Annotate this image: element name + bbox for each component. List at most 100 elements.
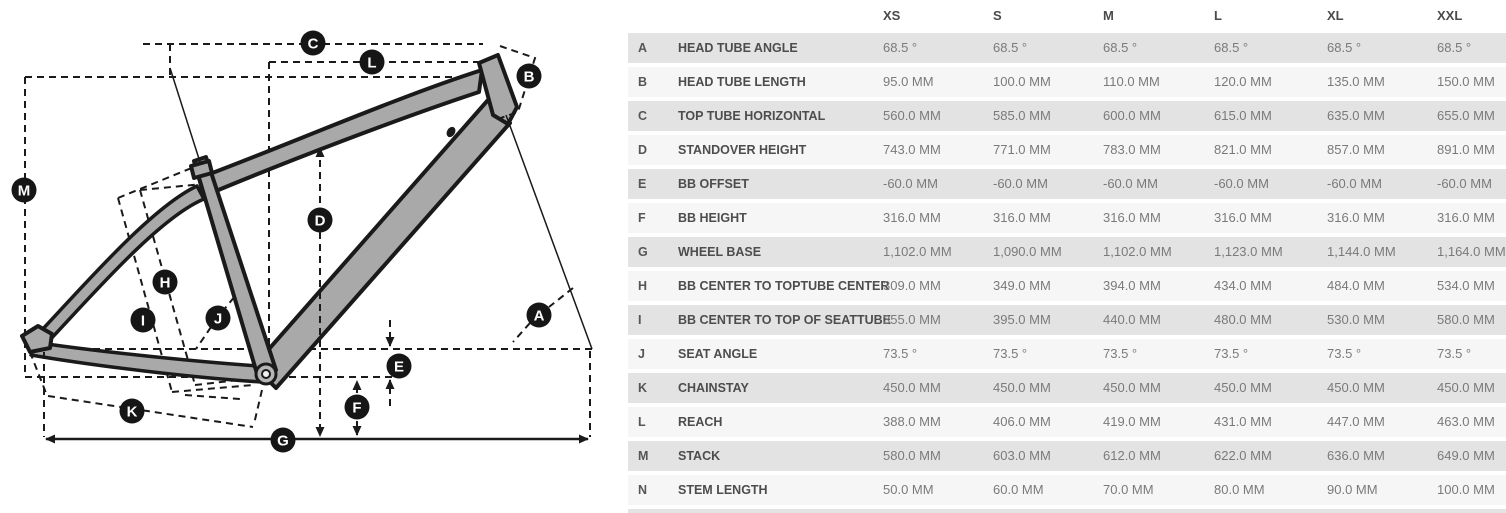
cell-value-xl: 857.0 MM	[1327, 142, 1385, 157]
cell-value-xl: 73.5 °	[1327, 346, 1362, 361]
head-angle-leader	[512, 287, 574, 343]
cell-name: BB OFFSET	[678, 177, 749, 191]
cell-name: BB CENTER TO TOP OF SEATTUBE	[678, 313, 891, 327]
dim-label-i: I	[130, 307, 156, 333]
rear-dropout	[20, 324, 54, 354]
row-band: D STANDOVER HEIGHT 743.0 MM 771.0 MM 783.0 M…	[628, 135, 1506, 165]
cell-value-xxl: 534.0 MM	[1437, 278, 1495, 293]
column-header-m: M	[1103, 8, 1114, 23]
cell-key: I	[638, 313, 642, 327]
cell-value-xl: 636.0 MM	[1327, 448, 1385, 463]
cell-value-m: 68.5 °	[1103, 40, 1138, 55]
cell-value-xs: 560.0 MM	[883, 108, 941, 123]
cell-value-m: 316.0 MM	[1103, 210, 1161, 225]
table-row-m: M STACK 580.0 MM 603.0 MM 612.0 MM 622.0 MM 63…	[628, 441, 1506, 475]
dimension-labels: A B C D E F G H I J K L M	[11, 30, 552, 453]
cell-name: REACH	[678, 415, 723, 429]
column-header-xl: XL	[1327, 8, 1344, 23]
cell-key: F	[638, 211, 646, 225]
cell-name: HEAD TUBE LENGTH	[678, 75, 806, 89]
cell-value-xxl: 649.0 MM	[1437, 448, 1495, 463]
cell-value-l: 73.5 °	[1214, 346, 1249, 361]
cell-value-xl: 484.0 MM	[1327, 278, 1385, 293]
row-band: F BB HEIGHT 316.0 MM 316.0 MM 316.0 MM 316.0 …	[628, 203, 1506, 233]
cell-value-m: 73.5 °	[1103, 346, 1138, 361]
cell-value-l: 1,123.0 MM	[1214, 244, 1283, 259]
cell-key: B	[638, 75, 648, 89]
cell-key: J	[638, 347, 645, 361]
row-band: H BB CENTER TO TOPTUBE CENTER 309.0 MM 349.…	[628, 271, 1506, 301]
cell-value-s: 450.0 MM	[993, 380, 1051, 395]
row-band: L REACH 388.0 MM 406.0 MM 419.0 MM 431.0 MM 44…	[628, 407, 1506, 437]
cell-value-xl: 450.0 MM	[1327, 380, 1385, 395]
svg-text:D: D	[315, 213, 326, 230]
cell-value-xl: 447.0 MM	[1327, 414, 1385, 429]
svg-text:L: L	[367, 55, 376, 72]
cell-value-m: 783.0 MM	[1103, 142, 1161, 157]
cell-value-xs: 450.0 MM	[883, 380, 941, 395]
cell-value-xs: 355.0 MM	[883, 312, 941, 327]
column-header-l: L	[1214, 8, 1222, 23]
cell-key: N	[638, 483, 648, 497]
cell-value-xs: 316.0 MM	[883, 210, 941, 225]
table-row-b: B HEAD TUBE LENGTH 95.0 MM 100.0 MM 110.0 MM…	[628, 67, 1506, 101]
cell-name: BB HEIGHT	[678, 211, 747, 225]
table-header: XS S M L XL XXL	[628, 0, 1506, 33]
cell-key: E	[638, 177, 647, 191]
table-bottom-strip	[628, 509, 1506, 513]
cell-value-s: 406.0 MM	[993, 414, 1051, 429]
cell-key: K	[638, 381, 648, 395]
svg-text:I: I	[141, 313, 145, 330]
table-row-c: C TOP TUBE HORIZONTAL 560.0 MM 585.0 MM 600.…	[628, 101, 1506, 135]
column-header-xxl: XXL	[1437, 8, 1463, 23]
cell-key: H	[638, 279, 648, 293]
dim-label-j: J	[205, 305, 231, 331]
cell-key: D	[638, 143, 648, 157]
cell-value-s: 395.0 MM	[993, 312, 1051, 327]
row-band: M STACK 580.0 MM 603.0 MM 612.0 MM 622.0 MM 63…	[628, 441, 1506, 471]
cell-value-xxl: 316.0 MM	[1437, 210, 1495, 225]
cell-value-xl: 1,144.0 MM	[1327, 244, 1396, 259]
cell-value-m: 394.0 MM	[1103, 278, 1161, 293]
bottle-boss-hole	[446, 126, 456, 138]
cell-value-l: 120.0 MM	[1214, 74, 1272, 89]
cell-value-xs: 50.0 MM	[883, 482, 934, 497]
table-row-e: E BB OFFSET -60.0 MM -60.0 MM -60.0 MM -60.0 …	[628, 169, 1506, 203]
cell-value-xs: 68.5 °	[883, 40, 918, 55]
cell-value-m: 1,102.0 MM	[1103, 244, 1172, 259]
cell-value-s: 100.0 MM	[993, 74, 1051, 89]
svg-text:E: E	[394, 359, 404, 376]
cell-value-l: 434.0 MM	[1214, 278, 1272, 293]
cell-value-xxl: 580.0 MM	[1437, 312, 1495, 327]
row-band: K CHAINSTAY 450.0 MM 450.0 MM 450.0 MM 450.0 …	[628, 373, 1506, 403]
cell-value-s: 349.0 MM	[993, 278, 1051, 293]
svg-text:A: A	[534, 308, 545, 325]
cell-value-l: -60.0 MM	[1214, 176, 1269, 191]
row-band: C TOP TUBE HORIZONTAL 560.0 MM 585.0 MM 600.…	[628, 101, 1506, 131]
cell-value-xl: 530.0 MM	[1327, 312, 1385, 327]
cell-value-xxl: 463.0 MM	[1437, 414, 1495, 429]
cell-value-xxl: 150.0 MM	[1437, 74, 1495, 89]
svg-text:G: G	[277, 433, 289, 450]
cell-key: A	[638, 41, 648, 55]
cell-value-s: 73.5 °	[993, 346, 1028, 361]
cell-value-xs: 309.0 MM	[883, 278, 941, 293]
dim-label-e: E	[386, 353, 412, 379]
cell-value-m: 600.0 MM	[1103, 108, 1161, 123]
cell-name: STANDOVER HEIGHT	[678, 143, 807, 157]
cell-value-xl: 90.0 MM	[1327, 482, 1378, 497]
top-tube	[197, 68, 484, 198]
dim-label-h: H	[152, 269, 178, 295]
cell-key: M	[638, 449, 649, 463]
table-row-j: J SEAT ANGLE 73.5 ° 73.5 ° 73.5 ° 73.5 ° 73.5 …	[628, 339, 1506, 373]
row-band: E BB OFFSET -60.0 MM -60.0 MM -60.0 MM -60.0 …	[628, 169, 1506, 199]
cell-value-xs: 95.0 MM	[883, 74, 934, 89]
dim-label-g: G	[270, 427, 296, 453]
cell-value-xs: 388.0 MM	[883, 414, 941, 429]
dim-label-m: M	[11, 177, 37, 203]
cell-value-xl: 135.0 MM	[1327, 74, 1385, 89]
dim-label-k: K	[119, 398, 145, 424]
cell-value-s: 60.0 MM	[993, 482, 1044, 497]
column-header-xs: XS	[883, 8, 901, 23]
